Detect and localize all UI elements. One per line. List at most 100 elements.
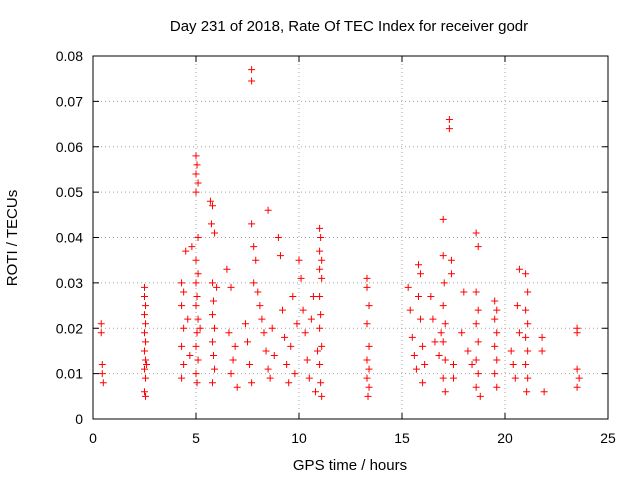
data-point-marker <box>206 197 214 205</box>
data-point-marker <box>98 370 106 378</box>
data-point-marker <box>264 365 272 373</box>
data-point-marker <box>515 265 523 273</box>
data-point-marker <box>196 324 204 332</box>
data-point-marker <box>233 383 241 391</box>
data-point-marker <box>192 170 200 178</box>
data-point-marker <box>142 302 150 310</box>
data-point-marker <box>522 306 530 314</box>
data-point-marker <box>231 342 239 350</box>
data-point-marker <box>192 152 200 160</box>
data-point-marker <box>246 361 254 369</box>
data-point-marker <box>507 347 515 355</box>
grid-lines <box>93 56 608 419</box>
data-point-marker <box>142 356 150 364</box>
data-point-marker <box>365 383 373 391</box>
y-tick-label: 0.07 <box>56 93 83 109</box>
data-point-marker <box>410 351 418 359</box>
data-point-marker <box>421 361 429 369</box>
data-point-marker <box>493 306 501 314</box>
data-point-marker <box>208 311 216 319</box>
data-point-marker <box>491 315 499 323</box>
data-point-marker <box>279 306 287 314</box>
data-point-marker <box>406 306 414 314</box>
data-point-marker <box>178 374 186 382</box>
data-point-marker <box>143 361 151 369</box>
data-point-marker <box>256 302 264 310</box>
data-point-marker <box>472 356 480 364</box>
data-point-marker <box>318 256 326 264</box>
data-point-marker <box>441 356 449 364</box>
data-point-marker <box>268 324 276 332</box>
data-point-marker <box>193 292 201 300</box>
data-point-marker <box>180 361 188 369</box>
data-point-marker <box>573 329 581 337</box>
data-point-marker <box>193 329 201 337</box>
x-axis-title: GPS time / hours <box>293 457 407 474</box>
data-point-marker <box>184 315 192 323</box>
data-point-marker <box>419 379 427 387</box>
data-point-marker <box>254 288 262 296</box>
data-point-marker <box>573 365 581 373</box>
data-point-marker <box>317 311 325 319</box>
data-point-marker <box>208 338 216 346</box>
data-point-marker <box>227 283 235 291</box>
data-point-marker <box>213 283 221 291</box>
data-point-marker <box>523 388 531 396</box>
data-point-marker <box>180 324 188 332</box>
x-tick-label: 20 <box>497 430 513 446</box>
data-point-marker <box>193 379 201 387</box>
x-tick-label: 5 <box>192 430 200 446</box>
data-point-marker <box>474 243 482 251</box>
data-point-marker <box>412 365 420 373</box>
data-point-marker <box>97 320 105 328</box>
data-point-marker <box>264 206 272 214</box>
data-point-marker <box>318 392 326 400</box>
data-point-marker <box>439 374 447 382</box>
data-point-marker <box>141 292 148 300</box>
data-point-marker <box>141 283 148 291</box>
y-tick-label: 0.02 <box>56 320 83 336</box>
data-point-marker <box>573 383 581 391</box>
data-point-marker <box>522 361 530 369</box>
data-point-marker <box>180 288 188 296</box>
data-point-marker <box>186 351 194 359</box>
y-tick-label: 0.03 <box>56 275 83 291</box>
data-point-marker <box>303 356 311 364</box>
data-point-marker <box>493 356 501 364</box>
data-point-marker <box>311 388 319 396</box>
data-point-marker <box>575 374 583 382</box>
data-point-marker <box>439 252 447 260</box>
data-point-marker <box>419 342 427 350</box>
data-point-marker <box>439 302 447 310</box>
data-point-marker <box>458 329 466 337</box>
data-point-marker <box>439 338 447 346</box>
data-point-marker <box>178 342 186 350</box>
data-point-marker <box>414 261 422 269</box>
data-point-marker <box>297 274 305 282</box>
data-point-marker <box>211 324 219 332</box>
data-point-marker <box>538 333 546 341</box>
y-tick-label: 0.04 <box>56 230 83 246</box>
data-point-marker <box>270 351 278 359</box>
data-point-marker <box>363 374 371 382</box>
data-point-marker <box>141 388 148 396</box>
data-point-marker <box>252 256 260 264</box>
data-point-marker <box>408 333 416 341</box>
data-point-marker <box>248 379 256 387</box>
data-point-marker <box>441 320 449 328</box>
data-point-marker <box>363 356 371 364</box>
data-point-marker <box>474 306 482 314</box>
data-point-marker <box>98 361 106 369</box>
data-point-marker <box>417 315 425 323</box>
data-point-marker <box>524 320 532 328</box>
data-point-marker <box>194 356 202 364</box>
data-point-marker <box>364 392 372 400</box>
data-point-marker <box>440 279 448 287</box>
data-point-marker <box>194 234 202 241</box>
data-point-marker <box>474 338 482 346</box>
data-point-marker <box>447 270 455 278</box>
data-point-marker <box>365 302 373 310</box>
data-point-marker <box>210 297 218 305</box>
data-point-marker <box>429 315 437 323</box>
